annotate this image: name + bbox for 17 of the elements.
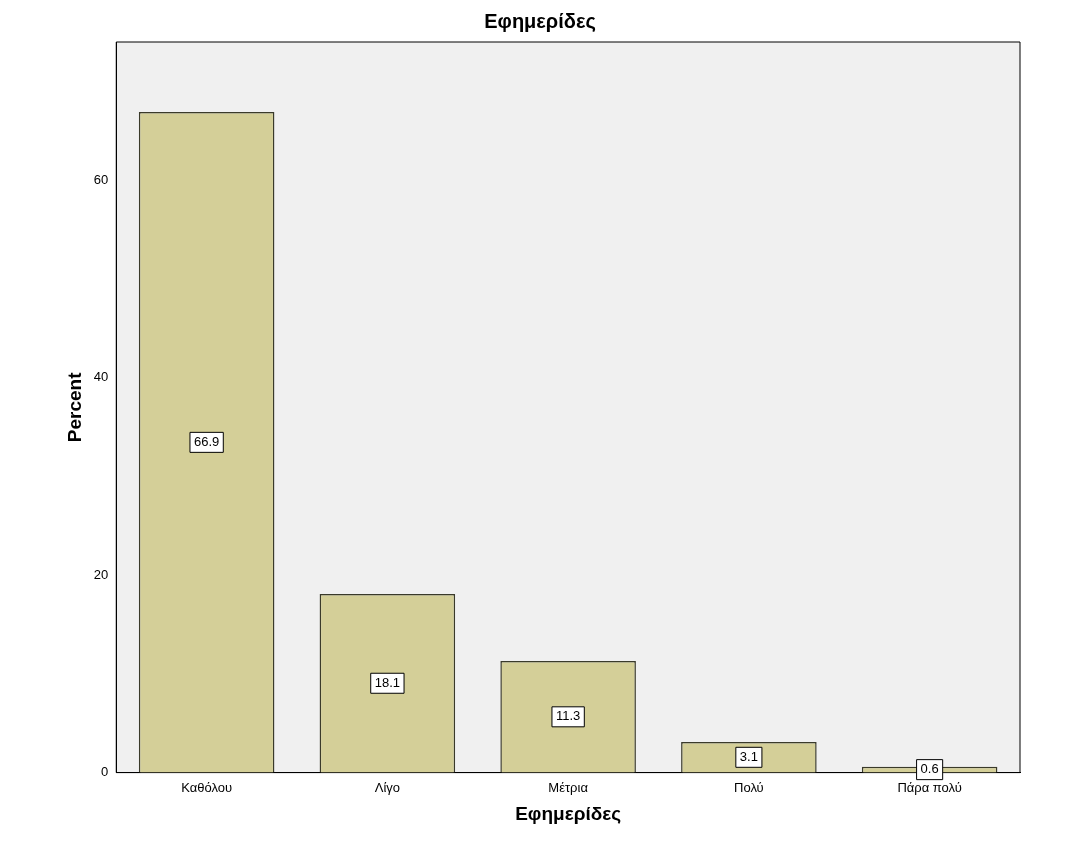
data-label: 11.3	[555, 708, 581, 724]
x-tick-label: Πάρα πολύ	[897, 779, 962, 795]
chart-title: Εφημερίδες	[484, 9, 596, 32]
x-tick-label: Καθόλου	[181, 779, 233, 795]
data-label: 18.1	[374, 674, 401, 690]
x-tick-label: Πολύ	[734, 779, 764, 795]
data-label: 66.9	[193, 433, 220, 449]
y-axis-title: Percent	[63, 371, 85, 443]
y-tick-label: 20	[93, 566, 109, 582]
data-label: 3.1	[739, 748, 758, 764]
x-axis-title: Εφημερίδες	[515, 802, 622, 824]
y-tick-label: 60	[93, 171, 109, 187]
x-tick-label: Μέτρια	[548, 779, 589, 795]
y-tick-label: 0	[101, 764, 109, 780]
data-label: 0.6	[920, 761, 939, 777]
y-tick-label: 40	[93, 369, 109, 385]
x-tick-label: Λίγο	[374, 779, 401, 795]
